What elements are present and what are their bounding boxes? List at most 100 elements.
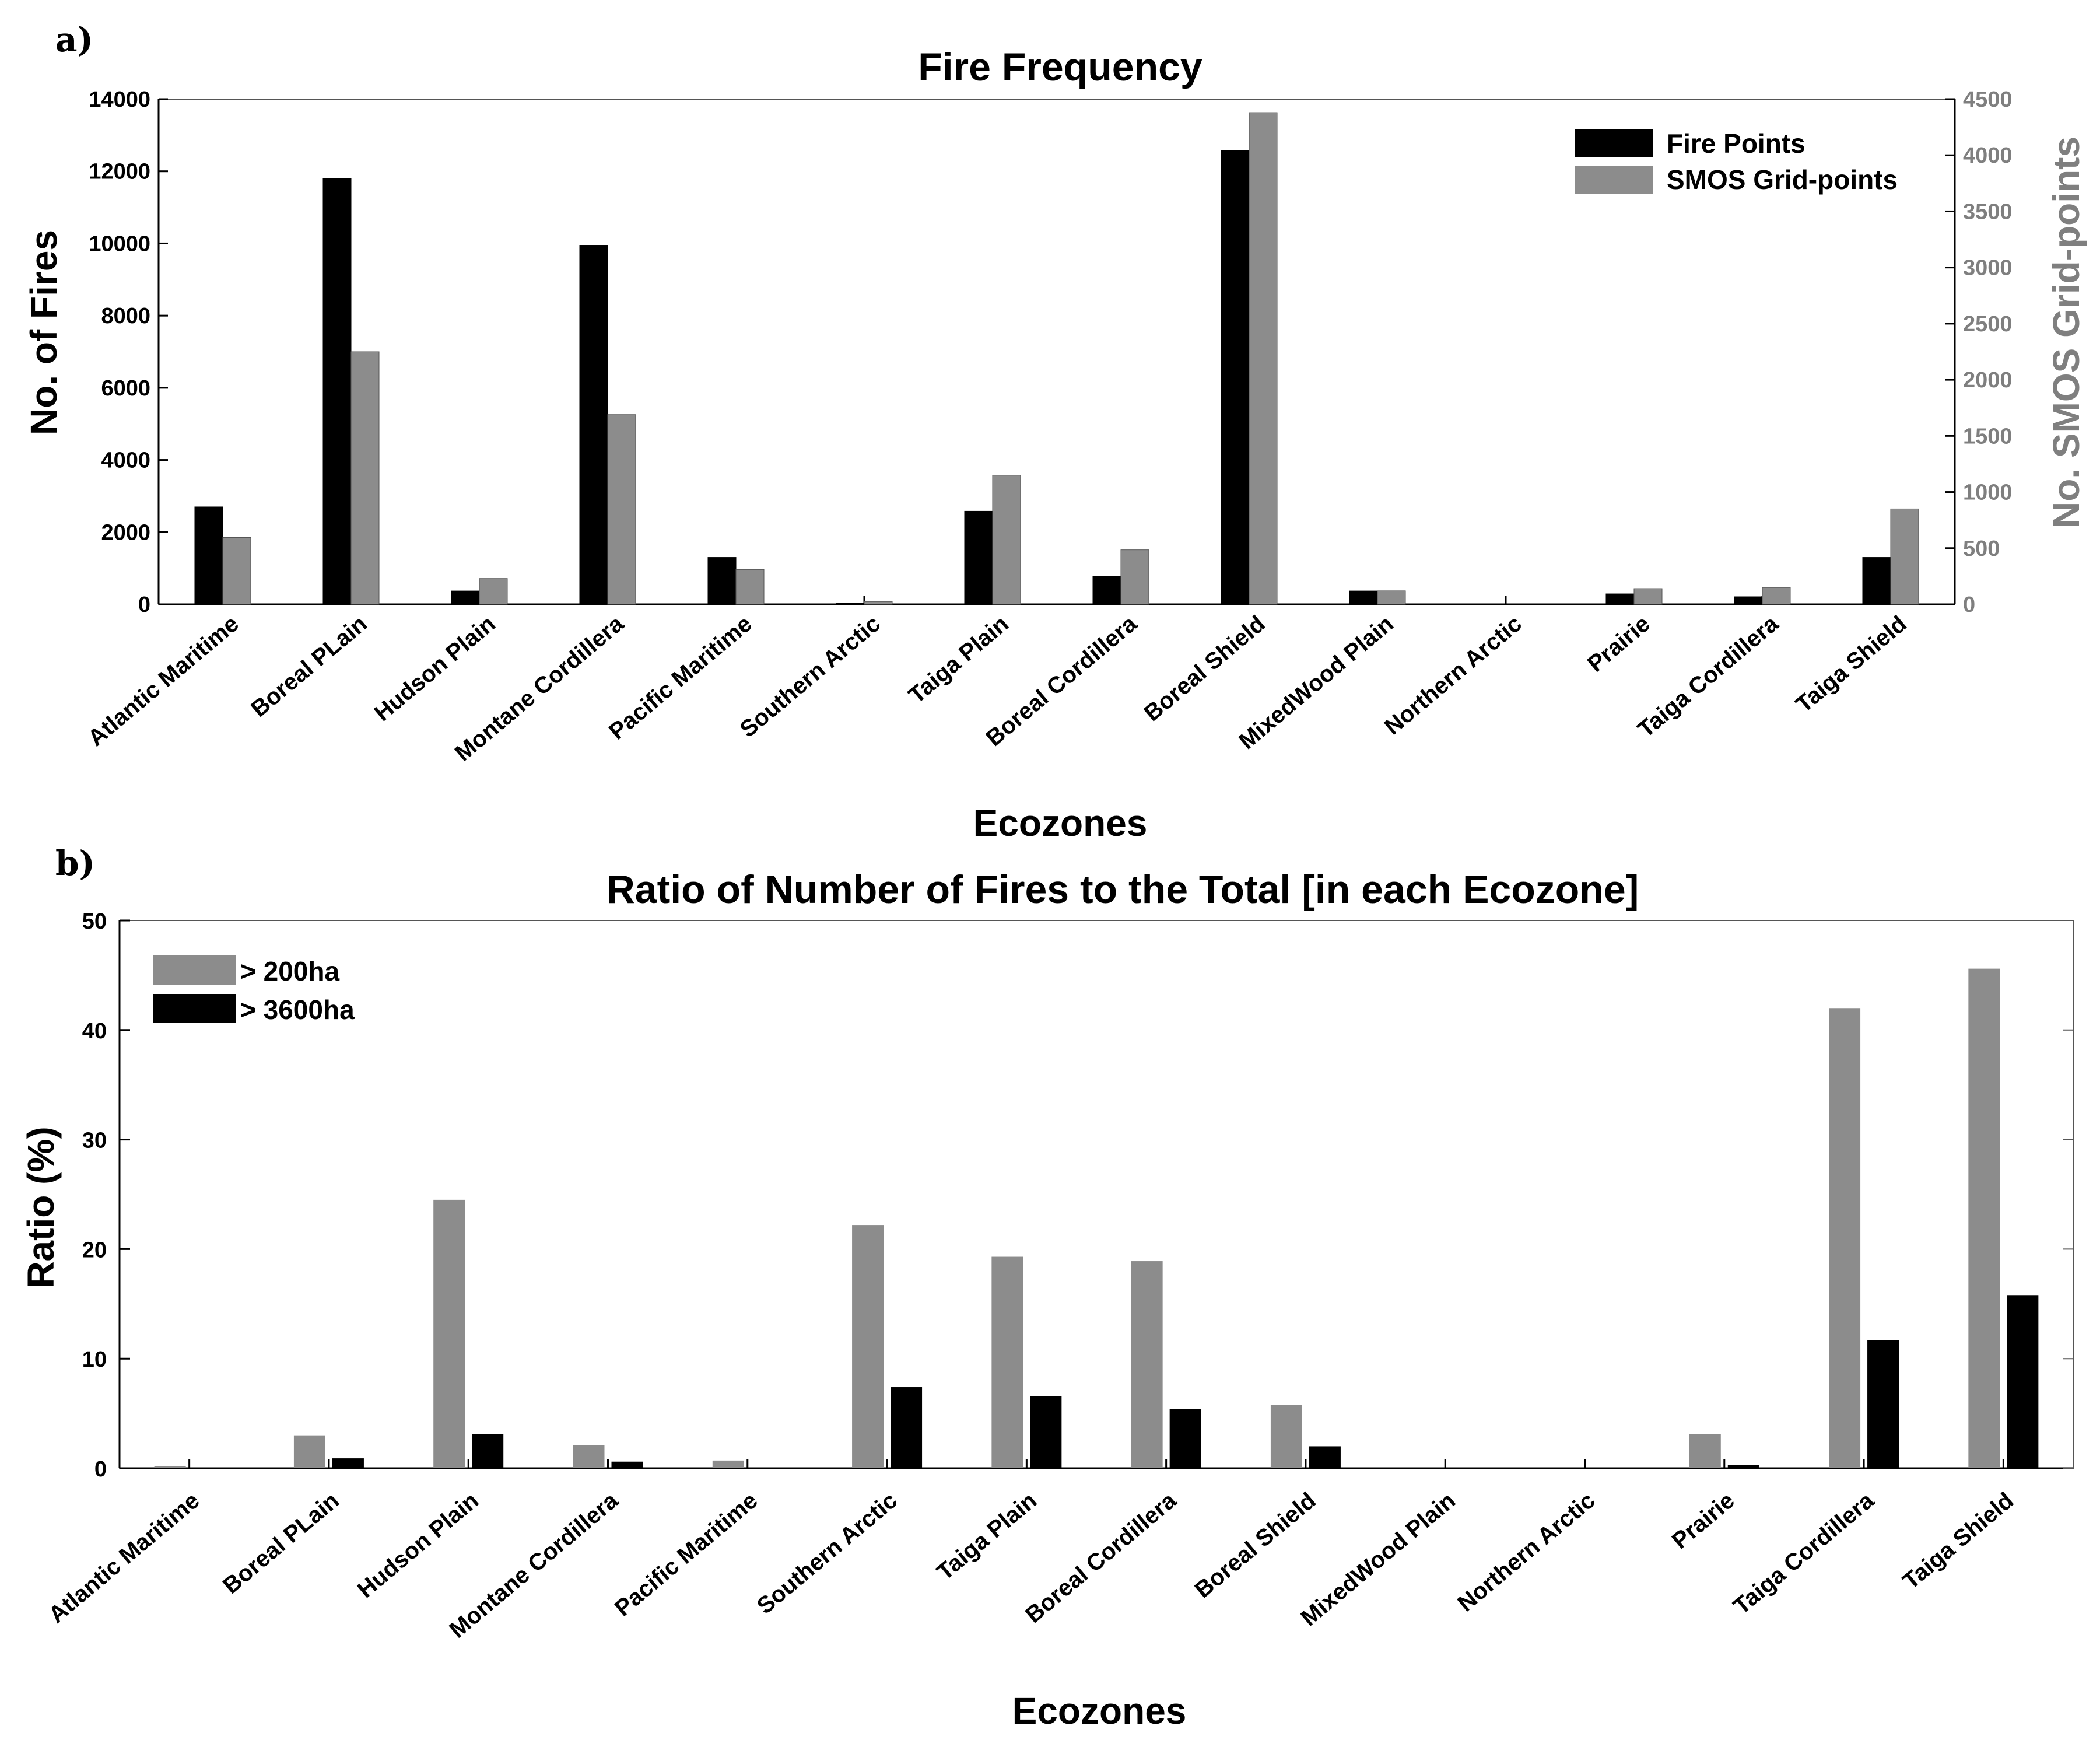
bar-gt-200ha-taiga-cordillera bbox=[1829, 1008, 1861, 1468]
panel-b-x-tick-label: Southern Arctic bbox=[752, 1487, 902, 1619]
panel-a: a) Fire Frequency No. of Fires No. SMOS … bbox=[23, 20, 2087, 844]
legend-label-fire-points: Fire Points bbox=[1667, 128, 1805, 159]
bar-fire-points-taiga-plain bbox=[964, 510, 993, 605]
panel-a-x-tick-label: Boreal Shield bbox=[1140, 611, 1270, 726]
bar-smos-grid-points-taiga-plain bbox=[992, 475, 1021, 605]
bar-gt-200ha-atlantic-maritime bbox=[154, 1466, 186, 1468]
bar-gt-200ha-pacific-maritime bbox=[712, 1460, 744, 1468]
panel-b-legend: > 200ha > 3600ha bbox=[153, 955, 355, 1025]
panel-b-label: b) bbox=[55, 843, 95, 883]
bar-gt-200ha-hudson-plain bbox=[433, 1199, 465, 1468]
panel-a-y-tick-label: 8000 bbox=[101, 304, 150, 328]
panel-b-y-tick-label: 30 bbox=[82, 1129, 107, 1153]
bar-fire-points-hudson-plain bbox=[451, 590, 480, 605]
bar-smos-grid-points-mixedwood-plain bbox=[1377, 590, 1406, 605]
panel-b-x-tick-label: Boreal Cordillera bbox=[1021, 1487, 1182, 1628]
panel-b-y-tick-label: 50 bbox=[82, 909, 107, 934]
bar-fire-points-montane-cordillera bbox=[579, 245, 608, 605]
bar-gt-3600ha-prairie bbox=[1727, 1465, 1759, 1468]
panel-b-x-tick-label: Boreal Shield bbox=[1190, 1487, 1321, 1603]
panel-b-y-tick-label: 40 bbox=[82, 1019, 107, 1044]
panel-a-x-tick-label: Taiga Plain bbox=[904, 611, 1014, 709]
panel-b-x-tick-label: Pacific Maritime bbox=[610, 1487, 763, 1621]
panel-a-x-tick-label: Taiga Cordillera bbox=[1633, 611, 1783, 743]
bar-fire-points-prairie bbox=[1605, 593, 1635, 605]
panel-a-y-tick-label: 12000 bbox=[89, 160, 150, 184]
panel-a-y-right-tick-label: 4500 bbox=[1963, 87, 2013, 112]
panel-a-y-right-tick-label: 0 bbox=[1963, 593, 1975, 617]
panel-a-label: a) bbox=[55, 20, 93, 59]
bar-smos-grid-points-pacific-maritime bbox=[735, 569, 765, 605]
panel-b-x-axis-label: Ecozones bbox=[1012, 1690, 1187, 1732]
legend-swatch-gt-200ha bbox=[153, 955, 236, 985]
panel-b-y-axis-label: Ratio (%) bbox=[20, 1126, 62, 1288]
bar-gt-3600ha-taiga-plain bbox=[1030, 1396, 1062, 1468]
panel-a-y-right-tick-label: 3000 bbox=[1963, 256, 2013, 281]
panel-a-y-tick-label: 4000 bbox=[101, 449, 150, 473]
bar-fire-points-taiga-shield bbox=[1862, 557, 1891, 605]
panel-b-x-tick-label: Boreal PLain bbox=[218, 1487, 344, 1599]
panel-a-x-tick-label: Taiga Shield bbox=[1791, 611, 1911, 717]
bar-smos-grid-points-boreal-cordillera bbox=[1120, 549, 1149, 605]
legend-swatch-fire-points bbox=[1575, 129, 1653, 157]
bar-fire-points-boreal-plain bbox=[322, 178, 352, 605]
panel-b: b) Ratio of Number of Fires to the Total… bbox=[20, 843, 2074, 1732]
bar-smos-grid-points-prairie bbox=[1633, 588, 1663, 605]
bar-fire-points-boreal-cordillera bbox=[1092, 576, 1121, 605]
panel-a-y-tick-label: 2000 bbox=[101, 520, 150, 545]
bar-fire-points-southern-arctic bbox=[836, 603, 865, 605]
panel-a-y-tick-label: 10000 bbox=[89, 232, 150, 256]
panel-a-y-right-tick-label: 4000 bbox=[1963, 143, 2013, 168]
panel-a-y-tick-label: 14000 bbox=[89, 87, 150, 112]
panel-a-x-tick-label: Northern Arctic bbox=[1380, 611, 1527, 740]
panel-a-x-tick-label: Atlantic Maritime bbox=[83, 611, 244, 751]
bar-smos-grid-points-taiga-cordillera bbox=[1762, 587, 1791, 605]
bar-fire-points-taiga-cordillera bbox=[1734, 596, 1763, 605]
bar-gt-200ha-southern-arctic bbox=[852, 1225, 884, 1468]
bar-smos-grid-points-boreal-shield bbox=[1249, 112, 1278, 605]
panel-a-x-axis-label: Ecozones bbox=[973, 802, 1148, 844]
bar-gt-3600ha-southern-arctic bbox=[891, 1387, 923, 1468]
panel-b-x-tick-label: MixedWood Plain bbox=[1296, 1487, 1460, 1631]
panel-a-y-tick-label: 0 bbox=[138, 593, 150, 617]
panel-b-y-tick-label: 10 bbox=[82, 1347, 107, 1372]
bar-fire-points-mixedwood-plain bbox=[1349, 590, 1378, 605]
panel-a-title: Fire Frequency bbox=[918, 45, 1202, 89]
bar-gt-200ha-boreal-shield bbox=[1270, 1405, 1302, 1468]
bar-gt-3600ha-boreal-plain bbox=[332, 1458, 364, 1468]
panel-a-y-axis-label: No. of Fires bbox=[23, 230, 65, 435]
panel-b-y-tick-label: 0 bbox=[94, 1457, 107, 1482]
bar-gt-200ha-prairie bbox=[1689, 1434, 1721, 1468]
bar-smos-grid-points-montane-cordillera bbox=[607, 414, 636, 605]
panel-b-x-tick-label: Hudson Plain bbox=[353, 1487, 483, 1603]
panel-b-x-tick-label: Taiga Plain bbox=[932, 1487, 1042, 1585]
bar-gt-3600ha-taiga-cordillera bbox=[1867, 1340, 1899, 1468]
panel-a-y-right-tick-label: 1000 bbox=[1963, 481, 2013, 505]
bar-gt-3600ha-taiga-shield bbox=[2007, 1295, 2039, 1468]
legend-label-gt-3600ha: > 3600ha bbox=[240, 995, 355, 1025]
panel-b-x-tick-label: Taiga Shield bbox=[1898, 1487, 2018, 1594]
panel-a-y-right-tick-label: 3500 bbox=[1963, 199, 2013, 224]
panel-a-legend: Fire Points SMOS Grid-points bbox=[1575, 128, 1898, 195]
panel-b-x-tick-label: Prairie bbox=[1667, 1487, 1740, 1554]
bar-gt-200ha-taiga-plain bbox=[991, 1256, 1023, 1468]
bar-fire-points-atlantic-maritime bbox=[194, 506, 223, 605]
bar-smos-grid-points-taiga-shield bbox=[1890, 508, 1919, 605]
bar-smos-grid-points-atlantic-maritime bbox=[222, 537, 251, 605]
bar-gt-3600ha-hudson-plain bbox=[472, 1434, 504, 1468]
panel-a-y-right-tick-label: 500 bbox=[1963, 537, 2000, 561]
bar-fire-points-pacific-maritime bbox=[707, 557, 737, 605]
panel-b-x-tick-label: Atlantic Maritime bbox=[44, 1487, 204, 1628]
panel-b-x-tick-label: Northern Arctic bbox=[1453, 1487, 1600, 1616]
panel-a-y-right-tick-label: 1500 bbox=[1963, 424, 2013, 449]
bar-fire-points-boreal-shield bbox=[1221, 150, 1250, 605]
bar-smos-grid-points-boreal-plain bbox=[350, 351, 380, 605]
panel-a-y-axis-right-label: No. SMOS Grid-points bbox=[2045, 136, 2087, 528]
legend-swatch-gt-3600ha bbox=[153, 994, 236, 1023]
panel-a-x-tick-label: Southern Arctic bbox=[735, 611, 885, 743]
bar-gt-3600ha-montane-cordillera bbox=[611, 1461, 643, 1468]
bar-smos-grid-points-southern-arctic bbox=[864, 601, 893, 605]
panel-b-y-tick-label: 20 bbox=[82, 1238, 107, 1262]
panel-a-x-tick-label: Prairie bbox=[1583, 611, 1655, 677]
